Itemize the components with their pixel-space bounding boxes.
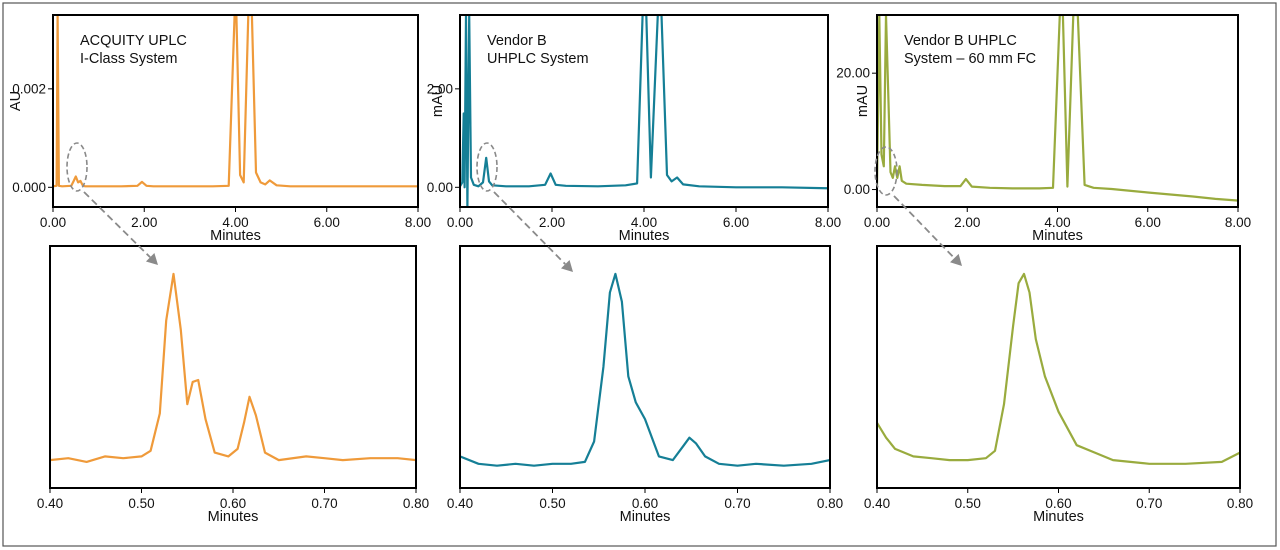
x-axis-label: Minutes xyxy=(1033,509,1084,525)
system-annotation-line: Vendor B UHPLC xyxy=(904,33,1017,49)
x-tick-label: 0.50 xyxy=(128,496,154,511)
x-tick-label: 2.00 xyxy=(954,215,980,230)
zoom-callout xyxy=(874,146,962,266)
x-tick-label: 6.00 xyxy=(314,215,340,230)
system-annotation-line: I-Class System xyxy=(80,51,178,67)
chart-top-middle: 0.00 2.00 4.00 6.00 8.00Minutes0.002.00mAUVe… xyxy=(427,14,841,244)
x-tick-label: 2.00 xyxy=(539,215,565,230)
x-axis-label: Minutes xyxy=(210,228,261,244)
system-annotation-line: UHPLC System xyxy=(487,51,589,67)
series-trace xyxy=(878,272,1239,465)
x-tick-label: 2.00 xyxy=(131,215,157,230)
y-tick-label: 0.000 xyxy=(12,180,46,195)
chart-bottom-middle: 0.40 0.50 0.60 0.70 0.80 Minutes xyxy=(447,245,843,525)
x-tick-label: 0.00 xyxy=(447,215,473,230)
system-annotation-line: Vendor B xyxy=(487,33,547,49)
zoom-region-ellipse xyxy=(874,146,898,196)
plot-frame xyxy=(876,245,1241,489)
x-tick-label: 4.00 xyxy=(631,215,657,230)
x-tick-label: 8.00 xyxy=(1225,215,1251,230)
x-tick-label: 0.70 xyxy=(311,496,337,511)
y-axis-label: mAU xyxy=(430,85,446,117)
chart-top-right: 0.00 2.00 4.00 6.00 8.00 Minutes 0.00 20.00 mAU V… xyxy=(836,14,1251,244)
x-tick-label: 0.60 xyxy=(1045,496,1071,511)
plot-frame xyxy=(52,14,419,208)
chart-bottom-left: 0.40 0.50 0.60 0.70 0.80 Minutes xyxy=(37,245,429,525)
x-tick-label: 0.80 xyxy=(403,496,429,511)
series-trace xyxy=(461,272,829,467)
x-tick-label: 0.70 xyxy=(724,496,750,511)
zoom-arrow-head-icon xyxy=(561,259,573,272)
series-trace xyxy=(51,272,415,463)
y-axis-label: AU xyxy=(8,91,24,111)
x-axis-label: Minutes xyxy=(208,509,259,525)
x-tick-label: 0.00 xyxy=(40,215,66,230)
series-trace xyxy=(878,16,1237,202)
zoom-arrow-head-icon xyxy=(145,253,158,265)
x-axis-label: Minutes xyxy=(619,228,670,244)
x-tick-label: 0.70 xyxy=(1136,496,1162,511)
zoom-region-ellipse xyxy=(66,142,88,192)
system-annotation-line: ACQUITY UPLC xyxy=(80,33,187,49)
plot-frame xyxy=(49,245,417,489)
x-tick-label: 0.80 xyxy=(1227,496,1253,511)
zoom-arrow-line xyxy=(493,191,566,265)
x-tick-label: 0.40 xyxy=(37,496,63,511)
y-tick-label: 2.00 xyxy=(427,81,453,96)
zoom-callout xyxy=(66,142,158,265)
plot-frame xyxy=(459,245,831,489)
x-tick-label: 0.40 xyxy=(447,496,473,511)
x-tick-label: 0.00 xyxy=(864,215,890,230)
x-tick-label: 6.00 xyxy=(1135,215,1161,230)
zoom-arrow-head-icon xyxy=(950,253,962,266)
series-trace xyxy=(54,16,417,188)
series-trace xyxy=(461,16,827,206)
zoom-arrow-line xyxy=(893,195,955,259)
x-tick-label: 0.50 xyxy=(955,496,981,511)
zoom-arrow-line xyxy=(83,191,151,258)
zoom-callouts xyxy=(66,142,962,272)
zoom-callout xyxy=(476,142,573,272)
x-tick-label: 0.60 xyxy=(220,496,246,511)
x-axis-label: Minutes xyxy=(620,509,671,525)
x-tick-label: 0.50 xyxy=(539,496,565,511)
x-tick-label: 8.00 xyxy=(815,215,841,230)
chart-bottom-right: 0.40 0.50 0.60 0.70 0.80 Minutes xyxy=(864,245,1253,525)
system-annotation-line: System – 60 mm FC xyxy=(904,51,1036,67)
y-axis-label: mAU xyxy=(855,85,871,117)
x-tick-label: 6.00 xyxy=(723,215,749,230)
plot-frame xyxy=(459,14,829,208)
x-axis-label: Minutes xyxy=(1032,228,1083,244)
x-tick-label: 4.00 xyxy=(222,215,248,230)
x-tick-label: 8.00 xyxy=(405,215,431,230)
x-tick-label: 0.40 xyxy=(864,496,890,511)
x-tick-label: 0.80 xyxy=(817,496,843,511)
y-tick-label: 0.00 xyxy=(844,182,870,197)
x-tick-label: 0.60 xyxy=(632,496,658,511)
zoom-region-ellipse xyxy=(476,142,498,192)
y-tick-label: 20.00 xyxy=(836,66,870,81)
x-tick-label: 4.00 xyxy=(1044,215,1070,230)
y-tick-label: 0.002 xyxy=(12,81,46,96)
y-tick-label: 0.00 xyxy=(427,180,453,195)
